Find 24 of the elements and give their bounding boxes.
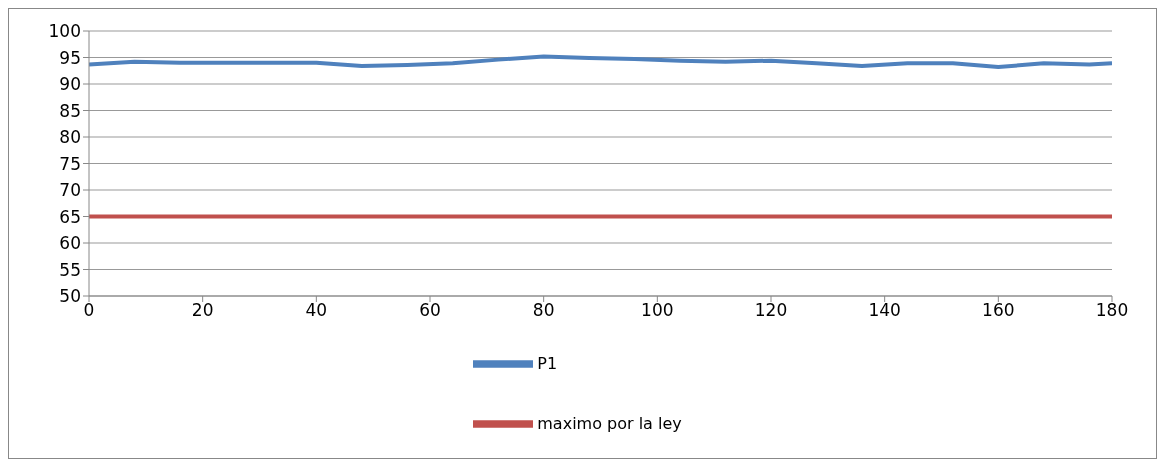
y-tick-label: 90 [59,74,81,95]
x-tick-label: 140 [868,300,901,321]
x-tick-label: 20 [191,300,214,321]
x-tick-label: 120 [754,300,788,321]
x-tick-label: 180 [1095,300,1129,321]
y-tick-label: 65 [59,206,81,227]
legend-label: P1 [537,353,558,373]
y-tick-label: 50 [59,286,81,307]
x-tick-label: 40 [305,300,328,321]
y-tick-label: 95 [59,47,81,68]
x-tick-label: 60 [419,300,441,321]
y-tick-label: 80 [59,127,81,148]
y-tick-label: 55 [59,259,81,280]
y-tick-label: 60 [59,233,81,254]
x-tick-label: 80 [532,300,555,321]
x-tick-label: 0 [83,300,95,321]
legend-label: maximo por la ley [537,413,682,433]
y-tick-label: 85 [59,100,81,121]
x-tick-label: 100 [641,300,674,321]
y-tick-label: 75 [59,153,81,174]
x-tick-label: 160 [982,300,1015,321]
line-series [89,54,1112,70]
y-tick-label: 100 [48,21,81,42]
y-tick-label: 70 [59,180,81,201]
